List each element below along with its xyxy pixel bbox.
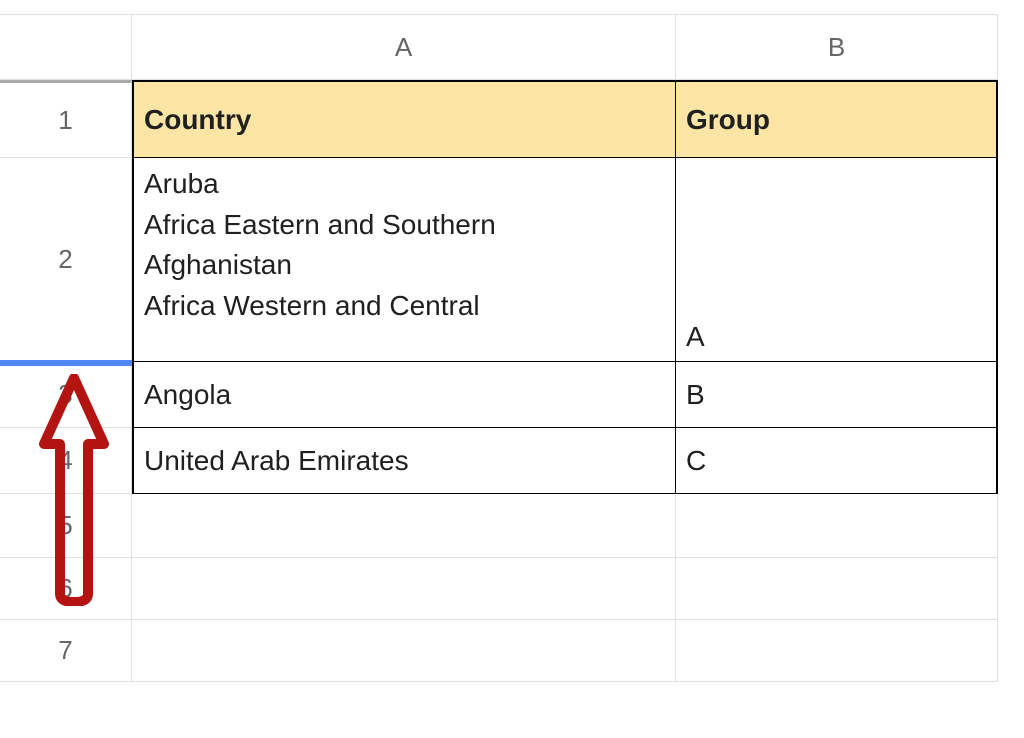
cell-line: Africa Western and Central (144, 286, 480, 327)
row-header-2[interactable]: 2 (0, 158, 132, 362)
cell-b3[interactable]: B (676, 362, 998, 428)
row-header-4[interactable]: 4 (0, 428, 132, 494)
row-header-1[interactable]: 1 (0, 80, 132, 158)
cell-b2[interactable]: A (676, 158, 998, 362)
cell-b4[interactable]: C (676, 428, 998, 494)
cell-line: Aruba (144, 164, 219, 205)
cell-b1[interactable]: Group (676, 80, 998, 158)
row-header-6[interactable]: 6 (0, 558, 132, 620)
cell-line: Africa Eastern and Southern (144, 205, 496, 246)
row-header-3[interactable]: 3 (0, 362, 132, 428)
col-header-a[interactable]: A (132, 14, 676, 80)
cell-b7[interactable] (676, 620, 998, 682)
cell-line: Afghanistan (144, 245, 292, 286)
select-all-corner[interactable] (0, 14, 132, 80)
spreadsheet-grid[interactable]: AB1CountryGroup2Aruba Africa Eastern and… (0, 14, 998, 682)
cell-b6[interactable] (676, 558, 998, 620)
col-header-b[interactable]: B (676, 14, 998, 80)
cell-a2[interactable]: Aruba Africa Eastern and Southern Afghan… (132, 158, 676, 362)
cell-a1[interactable]: Country (132, 80, 676, 158)
cell-a4[interactable]: United Arab Emirates (132, 428, 676, 494)
row-header-7[interactable]: 7 (0, 620, 132, 682)
cell-a5[interactable] (132, 494, 676, 558)
cell-a3[interactable]: Angola (132, 362, 676, 428)
cell-a6[interactable] (132, 558, 676, 620)
row-header-5[interactable]: 5 (0, 494, 132, 558)
row-insert-highlight (0, 360, 132, 366)
cell-a7[interactable] (132, 620, 676, 682)
cell-b5[interactable] (676, 494, 998, 558)
